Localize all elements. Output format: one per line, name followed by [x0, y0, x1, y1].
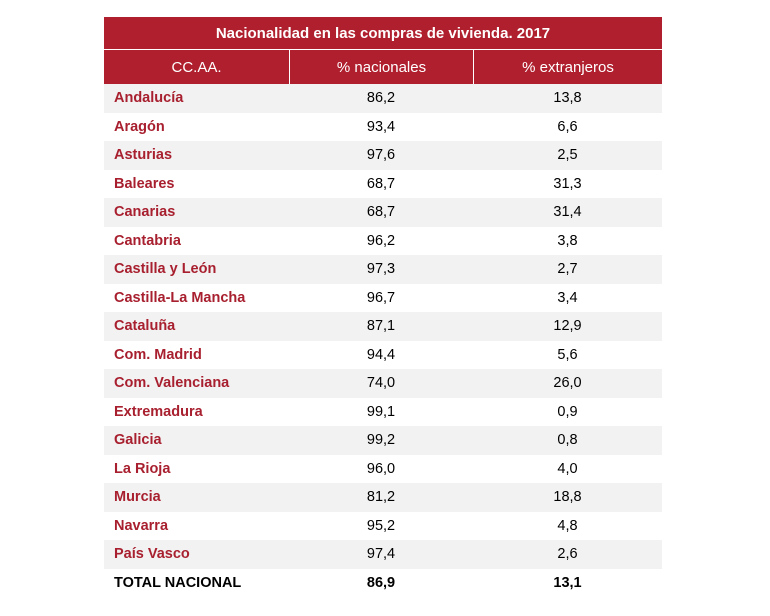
region-name: Castilla y León [114, 261, 217, 278]
region-name: Com. Valenciana [114, 375, 230, 392]
nacionales-value: 99,1 [366, 403, 396, 420]
nacionales-value: 86,9 [366, 574, 396, 591]
region-name: Canarias [114, 204, 176, 221]
extranjeros-value: 5,6 [557, 346, 578, 363]
extranjeros-value: 0,9 [557, 403, 578, 420]
region-name: Castilla-La Mancha [114, 289, 246, 306]
nacionales-value: 96,0 [366, 460, 396, 477]
region-name: Com. Madrid [114, 346, 202, 363]
region-name: Baleares [114, 175, 175, 192]
table-body: Andalucía 86,2 13,8 Aragón 93,4 6,6 Asturias 97… [104, 84, 662, 597]
table-row: Castilla-La Mancha 96,7 3,4 [104, 283, 662, 312]
nacionales-value: 99,2 [366, 432, 396, 449]
extranjeros-value: 26,0 [553, 375, 582, 392]
extranjeros-value: 0,8 [557, 432, 578, 449]
table-row: Castilla y León 97,3 2,7 [104, 255, 662, 284]
nacionales-value: 94,4 [366, 346, 396, 363]
region-name: Aragón [114, 118, 165, 135]
nacionales-value: 68,7 [366, 175, 396, 192]
table-title: Nacionalidad en las compras de vivienda.… [104, 17, 662, 50]
extranjeros-value: 2,7 [557, 261, 578, 278]
table-row: Cantabria 96,2 3,8 [104, 226, 662, 255]
extranjeros-value: 18,8 [553, 489, 582, 506]
total-row: TOTAL NACIONAL 86,9 13,1 [104, 568, 662, 597]
header-nacionales: % nacionales [289, 50, 473, 84]
region-name: Murcia [114, 489, 161, 506]
table-row: Baleares 68,7 31,3 [104, 169, 662, 198]
extranjeros-value: 31,4 [553, 204, 582, 221]
nationality-table: Nacionalidad en las compras de vivienda.… [104, 17, 662, 597]
extranjeros-value: 12,9 [553, 318, 582, 335]
table-row: Murcia 81,2 18,8 [104, 483, 662, 512]
extranjeros-value: 2,5 [557, 147, 578, 164]
region-name: Navarra [114, 517, 169, 534]
region-name: Cantabria [114, 232, 181, 249]
nacionales-value: 87,1 [366, 318, 396, 335]
extranjeros-value: 3,8 [557, 232, 578, 249]
nacionales-value: 96,7 [366, 289, 396, 306]
nacionales-value: 95,2 [366, 517, 396, 534]
nacionales-value: 68,7 [366, 204, 396, 221]
extranjeros-value: 3,4 [557, 289, 578, 306]
header-extranjeros: % extranjeros [473, 50, 662, 84]
nacionales-value: 96,2 [366, 232, 396, 249]
region-name: Andalucía [114, 90, 184, 107]
table-row: Com. Valenciana 74,0 26,0 [104, 369, 662, 398]
total-label: TOTAL NACIONAL [114, 574, 242, 591]
nacionales-value: 81,2 [366, 489, 396, 506]
nacionales-value: 97,3 [366, 261, 396, 278]
table-row: Asturias 97,6 2,5 [104, 141, 662, 170]
table-header-row: CC.AA. % nacionales % extranjeros [104, 50, 662, 84]
table-row: Com. Madrid 94,4 5,6 [104, 340, 662, 369]
nacionales-value: 86,2 [366, 90, 396, 107]
extranjeros-value: 13,1 [553, 574, 582, 591]
region-name: La Rioja [114, 460, 171, 477]
region-name: Extremadura [114, 403, 203, 420]
region-name: Galicia [114, 432, 162, 449]
region-name: Asturias [114, 147, 173, 164]
table-row: Navarra 95,2 4,8 [104, 511, 662, 540]
extranjeros-value: 6,6 [557, 118, 578, 135]
extranjeros-value: 2,6 [557, 546, 578, 563]
table-row: Galicia 99,2 0,8 [104, 426, 662, 455]
region-name: País Vasco [114, 546, 190, 563]
table-row: Cataluña 87,1 12,9 [104, 312, 662, 341]
table-row: Aragón 93,4 6,6 [104, 112, 662, 141]
extranjeros-value: 4,0 [557, 460, 578, 477]
table-row: Andalucía 86,2 13,8 [104, 84, 662, 113]
region-name: Cataluña [114, 318, 176, 335]
header-ccaa: CC.AA. [171, 58, 222, 76]
nacionales-value: 74,0 [366, 375, 396, 392]
extranjeros-value: 13,8 [553, 90, 582, 107]
extranjeros-value: 4,8 [557, 517, 578, 534]
nacionales-value: 97,4 [366, 546, 396, 563]
nacionales-value: 97,6 [366, 147, 396, 164]
table-row: Extremadura 99,1 0,9 [104, 397, 662, 426]
table-row: Canarias 68,7 31,4 [104, 198, 662, 227]
table-row: País Vasco 97,4 2,6 [104, 540, 662, 569]
nacionales-value: 93,4 [366, 118, 396, 135]
extranjeros-value: 31,3 [553, 175, 582, 192]
table-row: La Rioja 96,0 4,0 [104, 454, 662, 483]
